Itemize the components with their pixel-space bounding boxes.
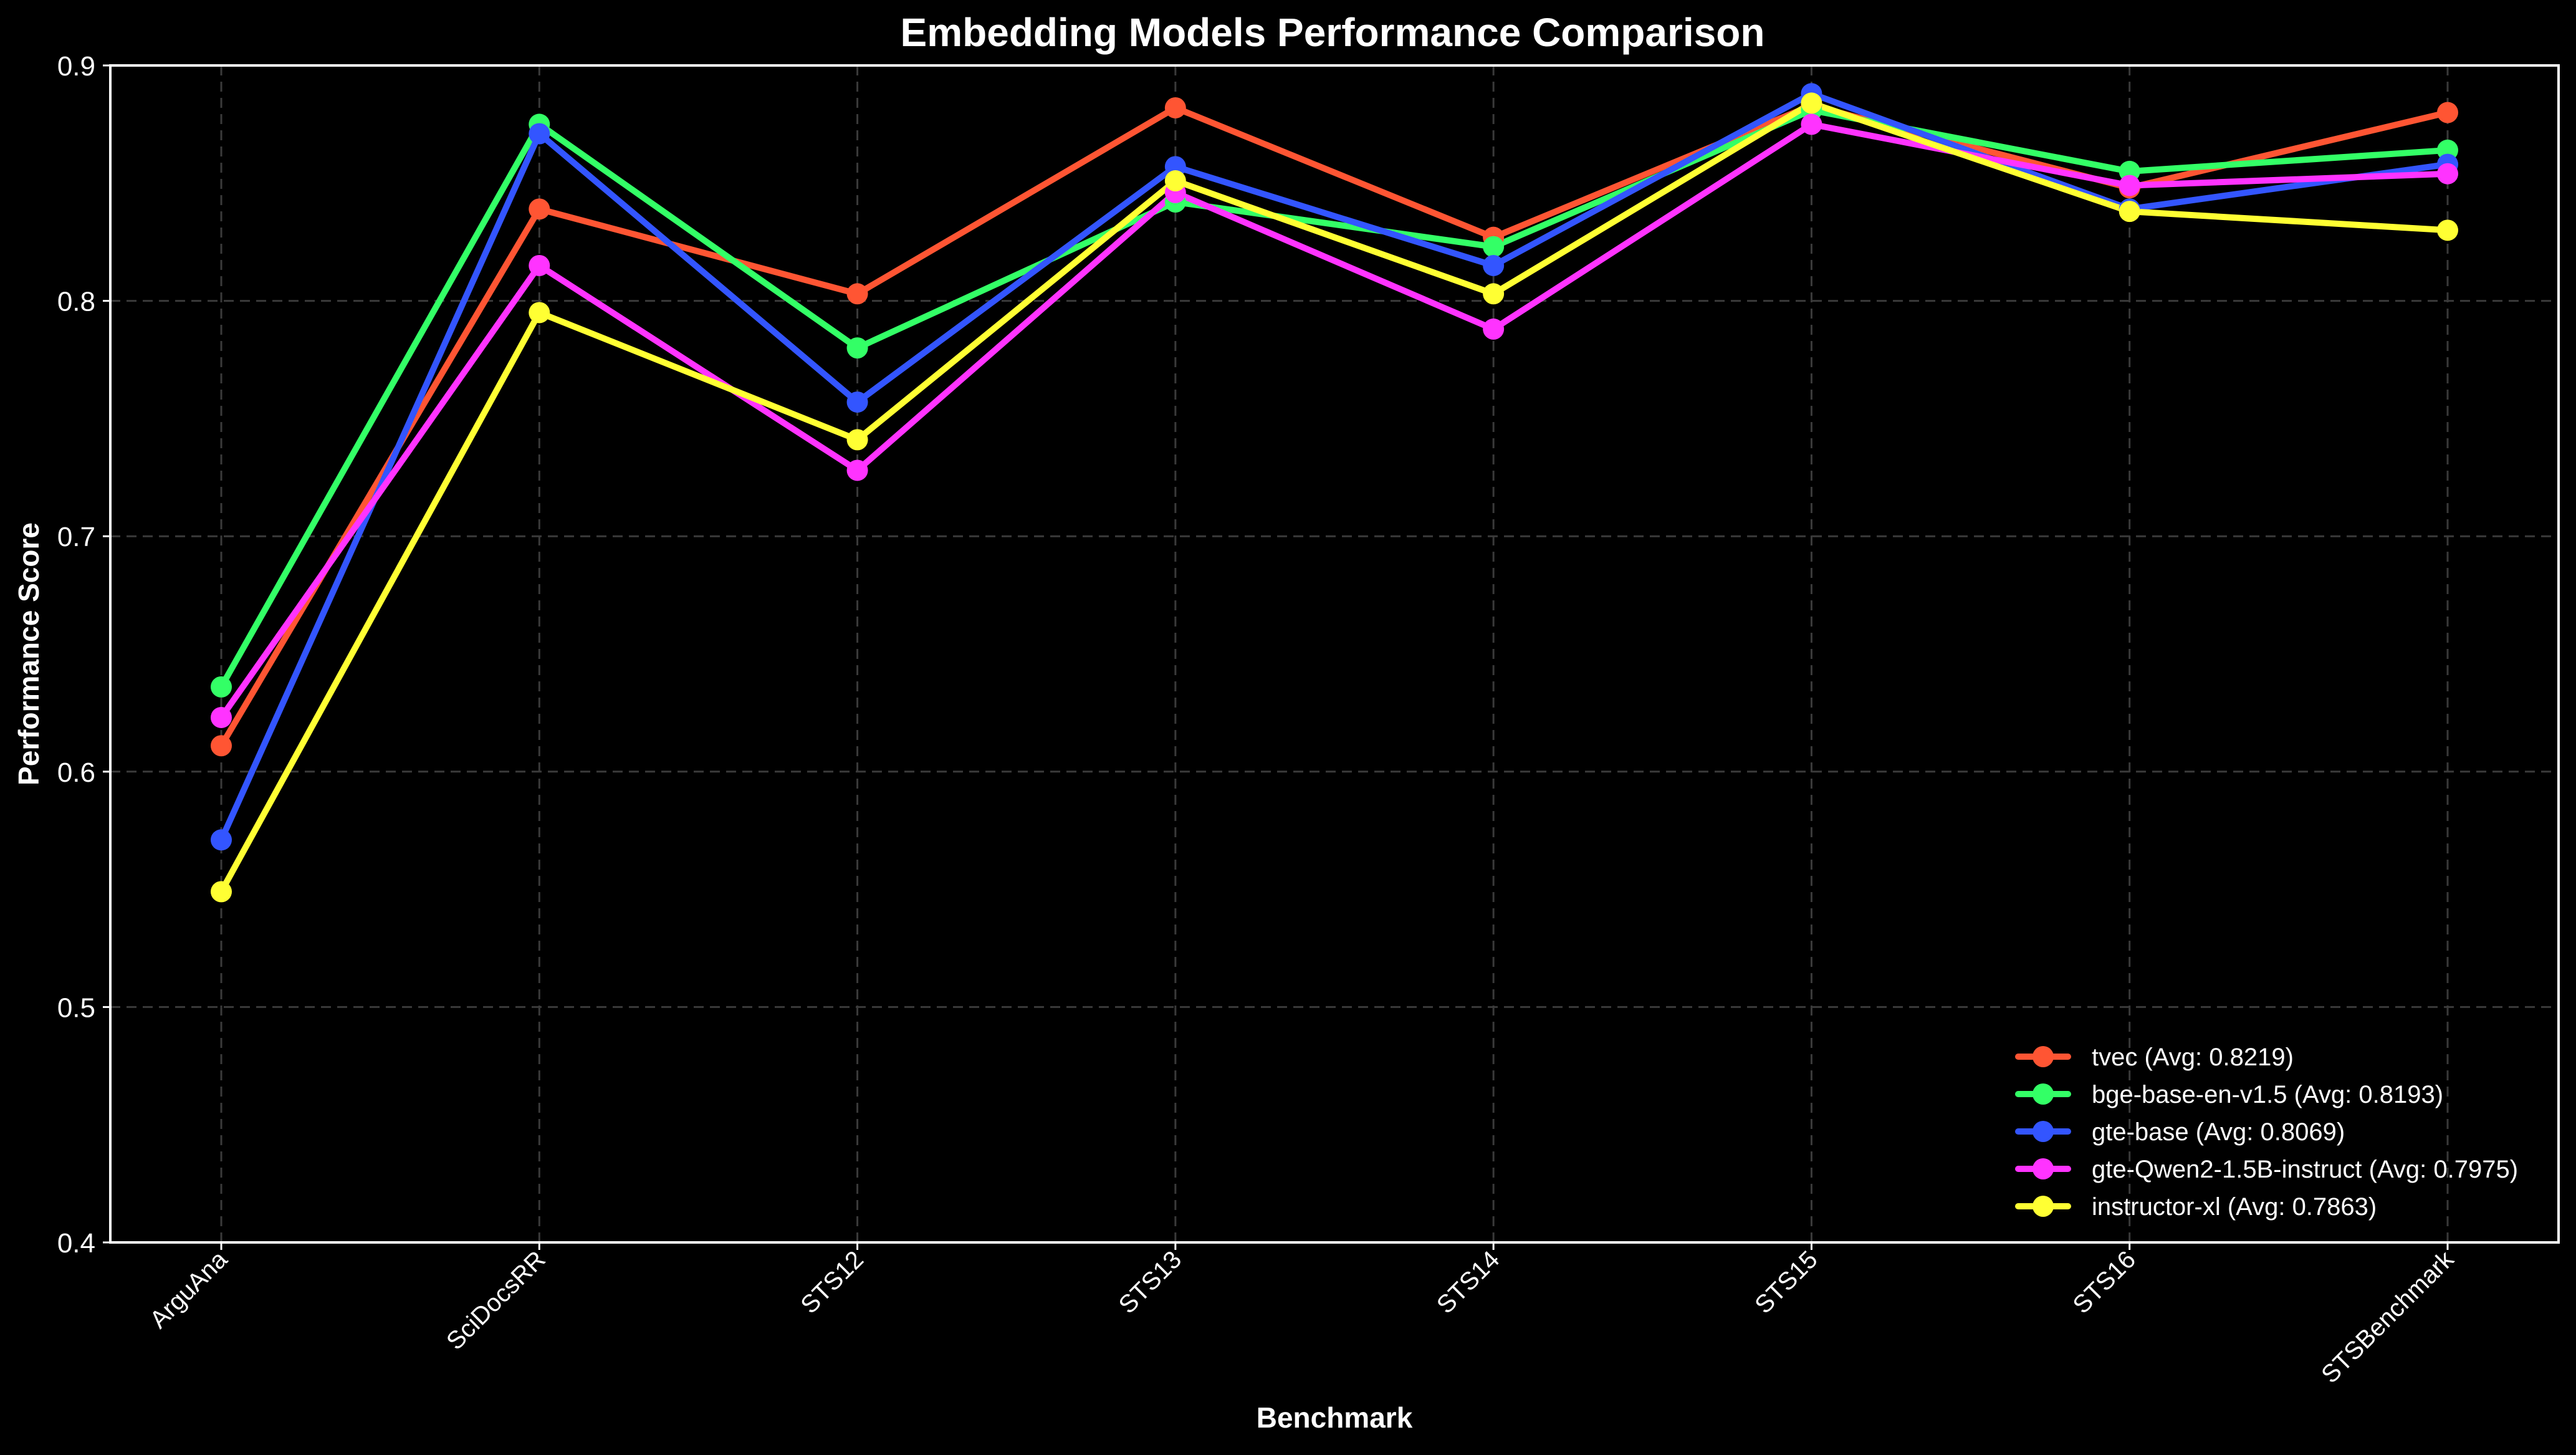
data-point [1483, 318, 1505, 340]
grid-lines [110, 65, 2559, 1242]
data-point [2119, 175, 2140, 196]
series-line [218, 107, 2451, 690]
chart-title: Embedding Models Performance Comparison [901, 10, 1765, 55]
data-point [529, 254, 550, 276]
series-line [218, 121, 2451, 721]
data-point [846, 459, 868, 481]
data-point [2119, 201, 2140, 223]
plot-frame [109, 64, 2560, 1244]
y-tick-label: 0.9 [57, 51, 95, 82]
legend-marker [2033, 1046, 2054, 1067]
y-axis-label: Performance Score [12, 522, 45, 785]
data-point [211, 676, 232, 698]
series-line [218, 90, 2451, 843]
data-point [846, 429, 868, 451]
legend-label: tvec (Avg: 0.8219) [2092, 1044, 2294, 1071]
data-point [2437, 163, 2458, 185]
data-point [1483, 236, 1505, 257]
series-layer [211, 83, 2458, 903]
legend: tvec (Avg: 0.8219) bge-base-en-v1.5 (Avg:… [2015, 1044, 2518, 1221]
data-point [211, 829, 232, 851]
legend-label: instructor-xl (Avg: 0.7863) [2092, 1193, 2377, 1221]
series-line [218, 100, 2451, 895]
data-point [529, 198, 550, 220]
y-tick-label: 0.6 [57, 757, 95, 788]
legend-label: gte-base (Avg: 0.8069) [2092, 1118, 2345, 1146]
data-point [211, 706, 232, 728]
data-point [529, 123, 550, 145]
legend-label: bge-base-en-v1.5 (Avg: 0.8193) [2092, 1081, 2443, 1108]
data-point [1801, 92, 1822, 114]
data-point [211, 735, 232, 757]
data-point [1801, 113, 1822, 135]
legend-marker [2033, 1196, 2054, 1217]
data-point [846, 391, 868, 413]
data-point [1483, 254, 1505, 276]
data-point [846, 283, 868, 305]
data-point [2437, 219, 2458, 241]
data-point [1164, 97, 1186, 118]
data-point [211, 881, 232, 903]
data-point [846, 337, 868, 359]
data-point [529, 302, 550, 324]
y-tick-label: 0.7 [57, 522, 95, 552]
legend-marker [2033, 1121, 2054, 1142]
data-point [2437, 102, 2458, 123]
legend-marker [2033, 1158, 2054, 1179]
legend-label: gte-Qwen2-1.5B-instruct (Avg: 0.7975) [2092, 1156, 2518, 1183]
y-axis-ticks: 0.4 0.5 0.6 0.7 0.8 0.9 [57, 51, 110, 1259]
data-point [1164, 170, 1186, 192]
y-tick-label: 0.8 [57, 287, 95, 317]
x-axis-label: Benchmark [1257, 1401, 1413, 1434]
legend-marker [2033, 1083, 2054, 1105]
y-tick-label: 0.5 [57, 992, 95, 1023]
y-tick-label: 0.4 [57, 1228, 95, 1259]
data-point [1483, 283, 1505, 305]
